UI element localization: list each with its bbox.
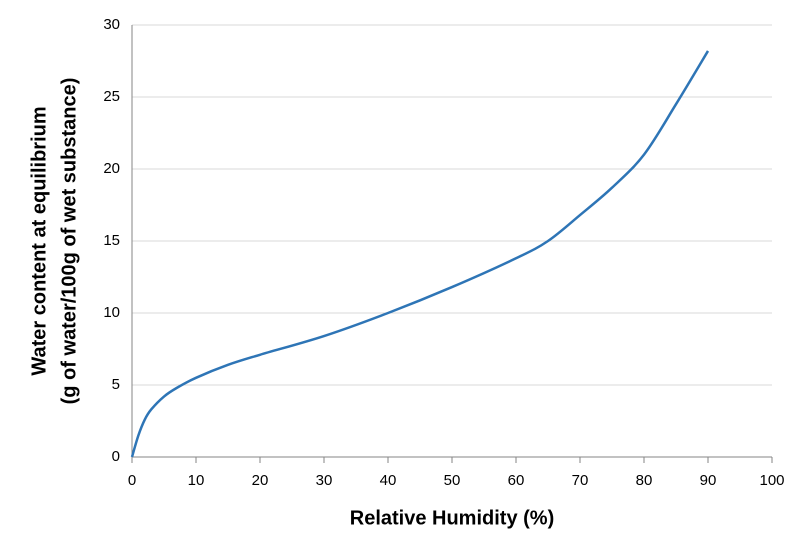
x-tick-label: 60 <box>508 472 525 489</box>
y-tick-label: 25 <box>103 88 120 105</box>
x-tick-label: 50 <box>444 472 461 489</box>
x-tick-label: 30 <box>316 472 333 489</box>
y-tick-label: 5 <box>112 376 120 393</box>
x-tick-label: 0 <box>128 472 136 489</box>
y-tick-label: 10 <box>103 304 120 321</box>
x-tick-label: 70 <box>572 472 589 489</box>
x-tick-label: 90 <box>700 472 717 489</box>
y-tick-label: 30 <box>103 16 120 33</box>
y-tick-label: 0 <box>112 448 120 465</box>
x-tick-label: 80 <box>636 472 653 489</box>
x-tick-label: 20 <box>252 472 269 489</box>
x-axis-title: Relative Humidity (%) <box>350 507 554 529</box>
x-tick-label: 40 <box>380 472 397 489</box>
y-tick-label: 20 <box>103 160 120 177</box>
y-axis-title: (g of water/100g of wet substance) <box>58 78 80 405</box>
y-axis-title: Water content at equilibrium <box>28 106 50 375</box>
x-tick-label: 10 <box>188 472 205 489</box>
data-line <box>130 50 710 458</box>
x-tick-label: 100 <box>759 472 784 489</box>
y-tick-label: 15 <box>103 232 120 249</box>
